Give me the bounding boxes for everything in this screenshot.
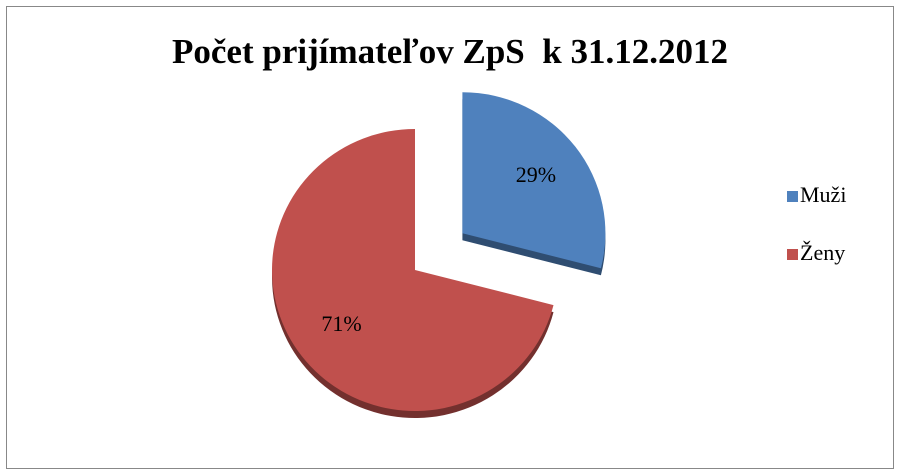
- data-label: 71%: [321, 311, 361, 336]
- legend-label: Ženy: [800, 240, 845, 265]
- slice: [272, 129, 554, 411]
- legend-label: Muži: [800, 182, 846, 207]
- legend-swatch: [787, 249, 798, 260]
- data-label: 29%: [516, 162, 556, 187]
- slice: [462, 92, 606, 269]
- legend-swatch: [787, 191, 798, 202]
- chart-title: Počet prijímateľov ZpS k 31.12.2012: [172, 32, 728, 71]
